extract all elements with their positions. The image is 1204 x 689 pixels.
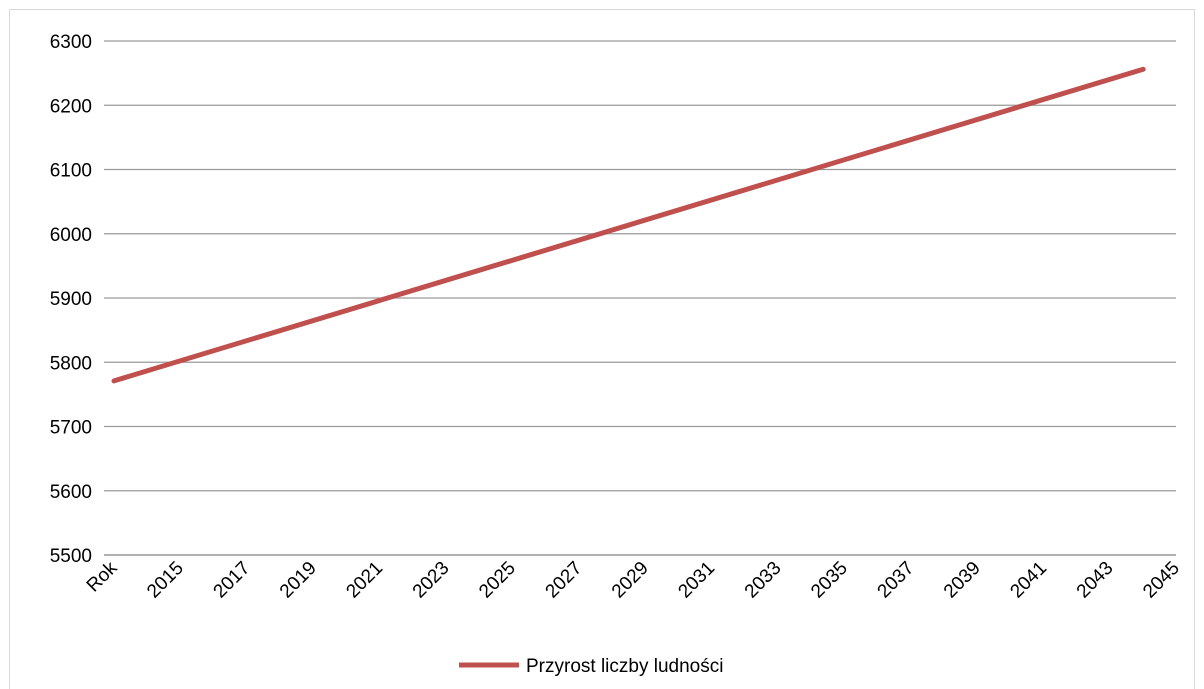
x-tick-label: 2019 (276, 558, 321, 603)
gridlines (104, 40, 1176, 556)
y-tick-label: 5500 (50, 546, 92, 567)
x-tick-label: 2021 (342, 558, 387, 603)
y-tick-label: 6200 (50, 96, 92, 117)
y-tick-label: 6000 (50, 225, 92, 246)
y-tick-label: 5600 (50, 482, 92, 503)
x-tick-label: 2043 (1073, 558, 1118, 603)
series-group (111, 66, 1146, 384)
x-tick-label: 2025 (475, 558, 520, 603)
series-line (111, 66, 1146, 384)
y-tick-label: 6300 (50, 32, 92, 53)
y-tick-label: 6100 (50, 161, 92, 182)
x-tick-label: 2029 (608, 558, 653, 603)
x-tick-label: 2039 (940, 558, 985, 603)
x-tick-label: 2041 (1006, 558, 1051, 603)
x-axis-ticks: Rok 2015 2017 2019 2021 2023 2025 2027 2029 2031 2… (83, 557, 1184, 602)
y-tick-label: 5900 (50, 289, 92, 310)
y-tick-label: 5700 (50, 418, 92, 439)
legend-label: Przyrost liczby ludności (526, 656, 723, 677)
y-axis-ticks: 5500 5600 5700 5800 5900 6000 6100 6200 6300 (50, 32, 92, 567)
x-tick-label: 2015 (143, 558, 188, 603)
x-tick-label: 2031 (674, 558, 719, 603)
legend: Przyrost liczby ludności (459, 656, 723, 677)
x-tick-label: 2035 (807, 558, 852, 603)
x-tick-label: 2045 (1139, 558, 1184, 603)
x-tick-label: 2017 (210, 558, 255, 603)
y-tick-label: 5800 (50, 353, 92, 374)
chart-frame (9, 9, 1195, 689)
x-tick-label: 2033 (741, 558, 786, 603)
x-tick-label: 2037 (874, 558, 919, 603)
x-tick-label: 2023 (409, 558, 454, 603)
x-tick-label: 2027 (542, 558, 587, 603)
